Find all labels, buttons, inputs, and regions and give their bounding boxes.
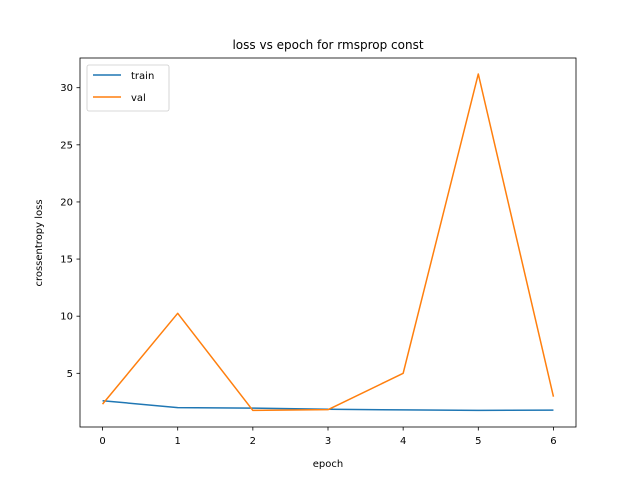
y-tick-label: 25 bbox=[60, 140, 73, 151]
x-axis: 0 1 2 3 4 5 6 bbox=[99, 427, 557, 447]
x-tick-label: 1 bbox=[175, 436, 181, 447]
x-tick-label: 2 bbox=[250, 436, 256, 447]
x-tick-label: 4 bbox=[400, 436, 406, 447]
y-tick-label: 10 bbox=[60, 312, 73, 323]
x-tick-label: 0 bbox=[99, 436, 105, 447]
legend-label-train: train bbox=[131, 71, 154, 82]
y-tick-label: 15 bbox=[60, 255, 73, 266]
legend-box bbox=[86, 64, 170, 112]
y-tick-label: 5 bbox=[67, 369, 73, 380]
x-tick-label: 5 bbox=[475, 436, 481, 447]
x-tick-label: 3 bbox=[325, 436, 331, 447]
series-line-val bbox=[101, 73, 555, 412]
legend: train val bbox=[86, 64, 170, 112]
legend-label-val: val bbox=[131, 93, 146, 104]
y-tick-label: 30 bbox=[60, 83, 73, 94]
y-tick-label: 20 bbox=[60, 197, 73, 208]
y-axis-label: crossentropy loss bbox=[34, 199, 45, 286]
y-axis: 5 10 15 20 25 30 bbox=[60, 83, 80, 380]
chart-title: loss vs epoch for rmsprop const bbox=[232, 38, 423, 52]
series-group bbox=[101, 73, 555, 412]
x-axis-label: epoch bbox=[313, 459, 343, 470]
x-tick-label: 6 bbox=[550, 436, 556, 447]
